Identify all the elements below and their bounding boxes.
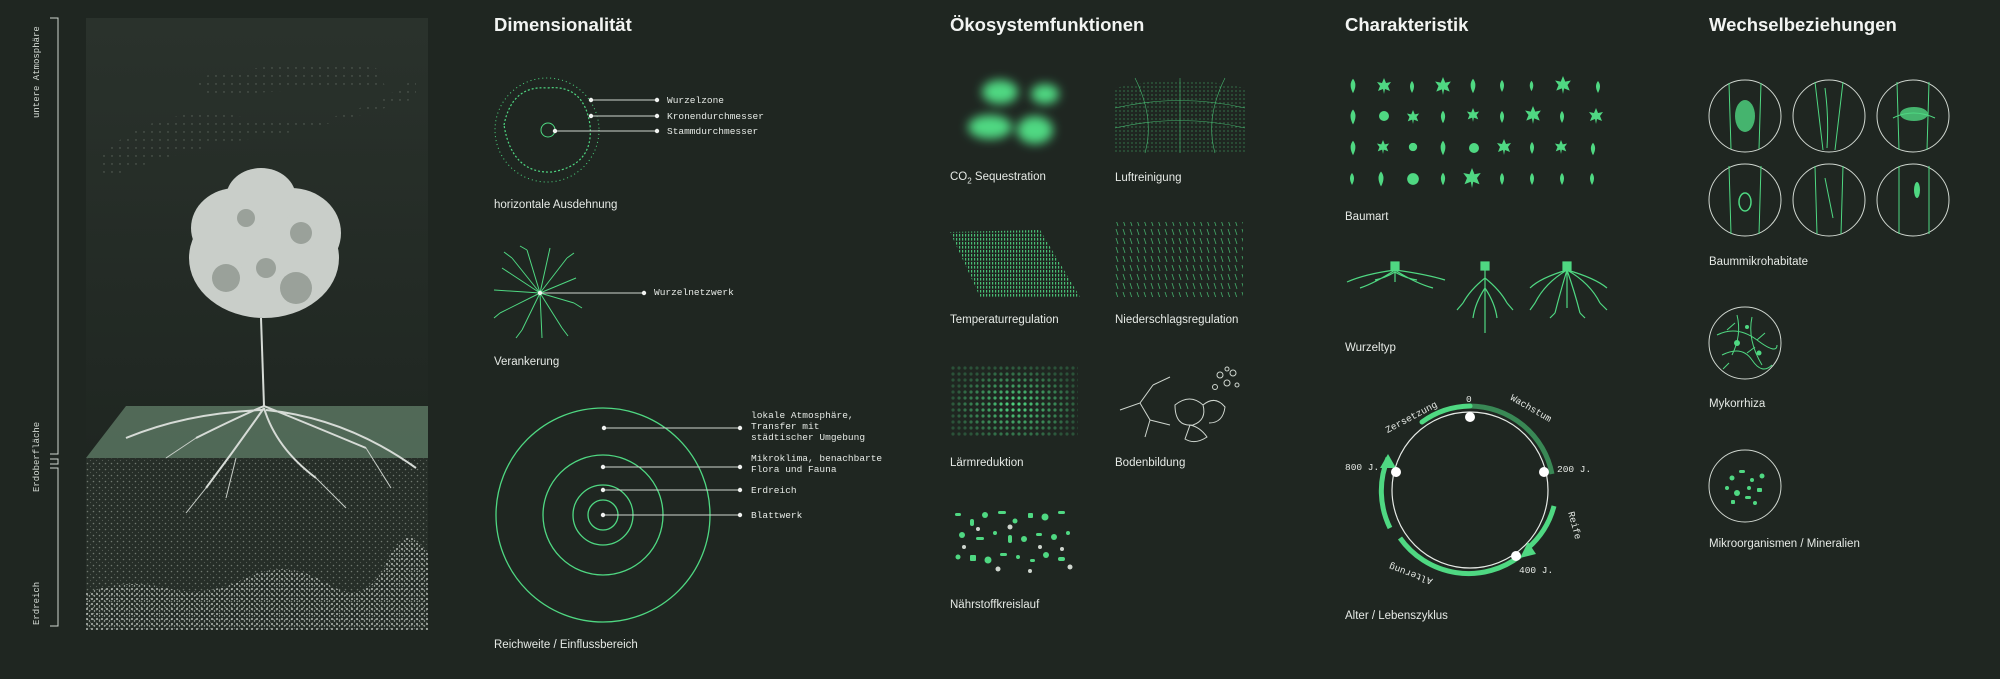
label-line: Mikroklima, benachbarte <box>751 453 883 464</box>
label-line: Flora und Fauna <box>751 464 837 475</box>
caption-alter-lebenszyklus: Alter / Lebenszyklus <box>1345 610 1448 622</box>
layer-label-surface: Erdoberfläche <box>32 421 42 492</box>
cycle-tick-0: 0 <box>1466 394 1472 405</box>
caption-baummikrohabitate: Baummikrohabitate <box>1709 256 1809 268</box>
cycle-tick-200: 200 J. <box>1557 464 1592 475</box>
caption-naehrstoffkreislauf: Nährstoffkreislauf <box>950 599 1040 611</box>
co2-subscript: 2 <box>967 176 972 186</box>
caption-baumart: Baumart <box>1345 211 1389 223</box>
label-erdreich: Erdreich <box>751 485 797 496</box>
label-line: lokale Atmosphäre, <box>751 410 854 421</box>
label-kronendurchmesser: Kronendurchmesser <box>667 111 764 122</box>
caption-bodenbildung: Bodenbildung <box>1115 457 1186 469</box>
label-line: städtischer Umgebung <box>751 432 866 443</box>
caption-temperaturregulation: Temperaturregulation <box>950 314 1059 326</box>
section-title-charakteristik: Charakteristik <box>1345 14 1469 35</box>
section-title-wechselbeziehungen: Wechselbeziehungen <box>1709 14 1897 35</box>
caption-laermreduktion: Lärmreduktion <box>950 457 1024 469</box>
label-wurzelzone: Wurzelzone <box>667 95 725 106</box>
label-line: Transfer mit <box>751 421 820 432</box>
caption-horizontale-ausdehnung: horizontale Ausdehnung <box>494 199 618 211</box>
caption-reichweite: Reichweite / Einflussbereich <box>494 639 638 651</box>
label-stammdurchmesser: Stammdurchmesser <box>667 126 759 137</box>
label-line: Blattwerk <box>751 510 803 521</box>
layer-label-soil: Erdreich <box>32 581 42 625</box>
caption-wurzeltyp: Wurzeltyp <box>1345 342 1396 354</box>
label-line: Erdreich <box>751 485 797 496</box>
label-mikroklima: Mikroklima, benachbarte Flora und Fauna <box>751 453 882 475</box>
label-blattwerk: Blattwerk <box>751 510 802 521</box>
caption-co2-sequestration: CO2 Sequestration <box>950 171 1046 185</box>
co2-suffix: Sequestration <box>971 171 1046 183</box>
caption-niederschlagsregulation: Niederschlagsregulation <box>1115 314 1239 326</box>
label-lokale-atmosphaere: lokale Atmosphäre, Transfer mit städtisc… <box>751 410 865 443</box>
caption-mikroorganismen: Mikroorganismen / Mineralien <box>1709 538 1860 550</box>
cycle-tick-800: 800 J. <box>1345 462 1380 473</box>
caption-verankerung: Verankerung <box>494 356 560 368</box>
section-title-dimensionalitaet: Dimensionalität <box>494 14 632 35</box>
caption-mykorrhiza: Mykorrhiza <box>1709 398 1766 410</box>
co2-text: CO <box>950 171 968 183</box>
label-wurzelnetzwerk: Wurzelnetzwerk <box>654 287 734 298</box>
caption-luftreinigung: Luftreinigung <box>1115 172 1182 184</box>
layer-label-atmosphere: untere Atmosphäre <box>32 26 42 118</box>
section-title-oekosystem: Ökosystemfunktionen <box>950 14 1145 35</box>
cycle-tick-400: 400 J. <box>1519 565 1554 576</box>
